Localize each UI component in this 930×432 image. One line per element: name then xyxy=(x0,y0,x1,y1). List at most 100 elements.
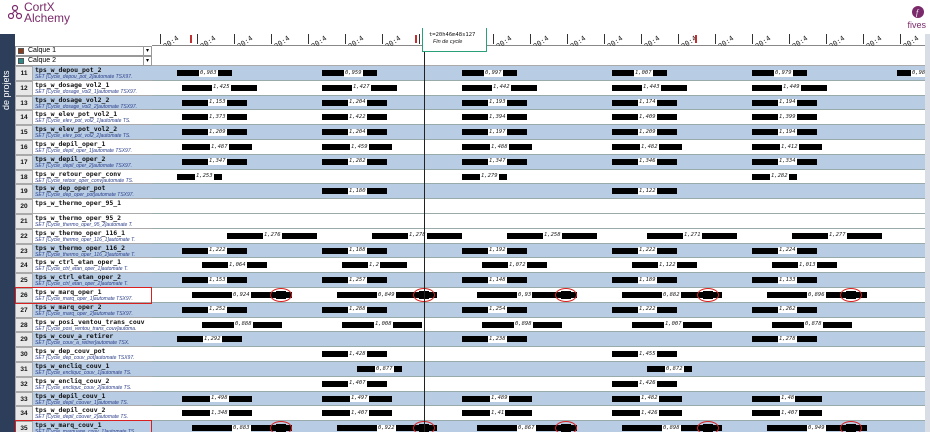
row-title: tps_w_depil_oper_2 xyxy=(35,154,106,163)
signal-row[interactable]: 32 tps_w_encliq_couv_2 SET [Cycle_encliquc… xyxy=(15,376,925,392)
signal-row[interactable]: 22 tps_w_thermo_oper_116_1 SET [Cycle_ther… xyxy=(15,228,925,244)
row-label[interactable]: tps_w_depou_pot_2 SET [Cycle_depou_pot_2]… xyxy=(33,66,152,81)
row-track[interactable] xyxy=(152,199,925,214)
row-subtitle: SET [Cycle_couv_a_retirer]automate TSX. xyxy=(35,340,130,347)
row-track[interactable]: 0,888 1,008 0,898 1,007 0,878 xyxy=(152,317,925,333)
signal-row[interactable]: 12 tps_w_dosage_vol2_1 SET [Cycle_dosage_v… xyxy=(15,80,925,96)
signal-row[interactable]: 13 tps_w_dosage_vol2_2 SET [Cycle_dosage_v… xyxy=(15,95,925,111)
row-label[interactable]: tps_w_encliq_couv_2 SET [Cycle_encliquc_c… xyxy=(33,376,152,392)
chevron-down-icon[interactable]: ▾ xyxy=(143,57,151,65)
row-track[interactable]: 0,877 0,872 xyxy=(152,362,925,377)
row-label[interactable]: tps_w_dep_couv_pot SET [Cycle_dep_couv_po… xyxy=(33,347,152,362)
row-track[interactable]: 0,983 0,959 0,997 1,007 0,979 0,981 xyxy=(152,66,930,81)
cycle-value-label: 0,898 xyxy=(514,321,533,329)
ruler-tick xyxy=(382,34,383,44)
row-track[interactable]: 1,498 1,497 1,489 1,482 1,48 xyxy=(152,391,925,407)
row-title: tps_w_dep_oper_pot xyxy=(35,184,106,193)
row-label[interactable]: tps_w_ctrl_etan_oper_2 SET [Cycle_ctrl_et… xyxy=(33,273,152,288)
row-label[interactable]: tps_w_ctrl_etan_oper_1 SET [Cycle_ctrl_et… xyxy=(33,258,152,274)
cycle-value-label: 1,442 xyxy=(492,84,511,92)
signal-row[interactable]: 17 tps_w_depil_oper_2 SET [Cycle_depil_ope… xyxy=(15,154,925,170)
signal-row[interactable]: 25 tps_w_ctrl_etan_oper_2 SET [Cycle_ctrl_… xyxy=(15,273,925,288)
row-label[interactable]: tps_w_thermo_oper_116_1 SET [Cycle_thermo… xyxy=(33,228,152,244)
row-label[interactable]: tps_w_dosage_vol2_2 SET [Cycle_dosage_vol… xyxy=(33,95,152,111)
signal-row[interactable]: 16 tps_w_depil_oper_1 SET [Cycle_depil_ope… xyxy=(15,140,925,155)
signal-row[interactable]: 14 tps_w_elev_pot_vol2_1 SET [Cycle_elev_p… xyxy=(15,110,925,126)
signal-row[interactable]: 20 tps_w_thermo_oper_95_1 xyxy=(15,199,925,214)
cycle-value-label: 0,979 xyxy=(774,69,793,77)
cursor-line[interactable] xyxy=(424,34,425,432)
row-track[interactable]: 1,425 1,427 1,442 1,443 1,449 xyxy=(152,80,925,96)
signal-row[interactable]: 33 tps_w_depil_couv_1 SET [Cycle_depil_cou… xyxy=(15,391,925,407)
cycle-value-label: 1,443 xyxy=(642,84,661,92)
row-track[interactable]: 1,180 1,122 xyxy=(152,184,925,200)
layer-row-2[interactable]: Calque 2 ▾ xyxy=(15,56,152,66)
cycle-value-label: 1,222 xyxy=(638,306,657,314)
signal-row[interactable]: 11 tps_w_depou_pot_2 SET [Cycle_depou_pot_… xyxy=(15,66,930,81)
row-label[interactable]: tps_w_couv_a_retirer SET [Cycle_couv_a_re… xyxy=(33,332,152,348)
chevron-down-icon[interactable]: ▾ xyxy=(143,47,151,55)
signal-row[interactable]: 24 tps_w_ctrl_etan_oper_1 SET [Cycle_ctrl_… xyxy=(15,258,925,274)
row-track[interactable]: 1,064 1,2 1,072 1,122 1,013 xyxy=(152,258,925,274)
signal-row[interactable]: 15 tps_w_elev_pot_vol2_2 SET [Cycle_elev_p… xyxy=(15,125,925,140)
row-track[interactable] xyxy=(152,214,925,229)
signal-row[interactable]: 30 tps_w_dep_couv_pot SET [Cycle_dep_couv_… xyxy=(15,347,925,362)
row-label[interactable]: tps_w_depil_couv_2 SET [Cycle_depil_couve… xyxy=(33,406,152,422)
row-track[interactable]: 1,487 1,459 1,488 1,482 1,412 xyxy=(152,140,925,155)
row-track[interactable]: 1,153 1,257 1,148 1,189 1,133 xyxy=(152,273,925,288)
row-number: 14 xyxy=(15,110,33,126)
row-label[interactable]: tps_w_marq_oper_1 SET [Cycle_marq_oper_1]… xyxy=(33,288,152,303)
row-track[interactable]: 1,222 1,188 1,192 1,222 1,224 xyxy=(152,243,925,259)
row-label[interactable]: tps_w_depil_couv_1 SET [Cycle_depil_couve… xyxy=(33,391,152,407)
row-label[interactable]: tps_w_elev_pot_vol2_2 SET [Cycle_elev_pot… xyxy=(33,125,152,140)
row-label[interactable]: tps_w_elev_pot_vol2_1 SET [Cycle_elev_pot… xyxy=(33,110,152,126)
row-label[interactable]: tps_w_marq_oper_2 SET [Cycle_marq_oper_2]… xyxy=(33,302,152,318)
signal-row[interactable]: 23 tps_w_thermo_oper_116_2 SET [Cycle_ther… xyxy=(15,243,925,259)
signal-row[interactable]: 34 tps_w_depil_couv_2 SET [Cycle_depil_cou… xyxy=(15,406,925,422)
signal-row[interactable]: 29 tps_w_couv_a_retirer SET [Cycle_couv_a_… xyxy=(15,332,925,348)
row-track[interactable]: 1,407 1,426 xyxy=(152,376,925,392)
row-number: 15 xyxy=(15,125,33,140)
cycle-value-label: 0,898 xyxy=(662,424,681,432)
row-track[interactable]: 1,292 1,238 1,278 xyxy=(152,332,925,348)
signal-row[interactable]: 26 tps_w_marq_oper_1 SET [Cycle_marq_oper_… xyxy=(15,288,925,303)
row-track[interactable]: 0,883 0,922 0,867 0,898 0,949 xyxy=(152,421,925,432)
row-label[interactable]: tps_w_depil_oper_1 SET [Cycle_depil_oper_… xyxy=(33,140,152,155)
row-label[interactable]: tps_w_dep_oper_pot SET [Cycle_dep_oper_po… xyxy=(33,184,152,200)
cycle-value-label: 1,489 xyxy=(490,395,509,403)
annotation-circle xyxy=(555,288,577,302)
row-track[interactable]: 1,348 1,407 1,41 1,426 1,407 xyxy=(152,406,925,422)
row-label[interactable]: tps_w_thermo_oper_95_2 SET [Cycle_thermo_… xyxy=(33,214,152,229)
signal-row[interactable]: 28 tps_w_posi_ventou_trans_couv SET [Cycle… xyxy=(15,317,925,333)
row-track[interactable]: 1,153 1,204 1,193 1,174 1,194 xyxy=(152,95,925,111)
vertical-scrollbar[interactable] xyxy=(925,34,930,432)
signal-row[interactable]: 18 tps_w_retour_oper_conv SET [Cycle_retou… xyxy=(15,169,925,185)
row-track[interactable]: 1,347 1,282 1,347 1,346 1,334 xyxy=(152,154,925,170)
row-label[interactable]: tps_w_dosage_vol2_1 SET [Cycle_dosage_vol… xyxy=(33,80,152,96)
row-track[interactable]: 1,428 1,455 xyxy=(152,347,925,362)
row-track[interactable]: 1,276 1,278 1,258 1,271 1,277 xyxy=(152,228,925,244)
signal-row[interactable]: 31 tps_w_encliq_couv_1 SET [Cycle_encliquc… xyxy=(15,362,925,377)
row-label[interactable]: tps_w_posi_ventou_trans_couv SET [Cycle_p… xyxy=(33,317,152,333)
row-track[interactable]: 0,924 0,849 0,93 0,882 0,896 xyxy=(152,288,925,303)
signal-row[interactable]: 21 tps_w_thermo_oper_95_2 SET [Cycle_therm… xyxy=(15,214,925,229)
row-track[interactable]: 1,252 1,288 1,254 1,222 1,262 xyxy=(152,302,925,318)
signal-row[interactable]: 27 tps_w_marq_oper_2 SET [Cycle_marq_oper_… xyxy=(15,302,925,318)
project-side-tab[interactable]: de projets xyxy=(0,34,15,432)
row-title: tps_w_ctrl_etan_oper_1 xyxy=(35,258,122,267)
row-label[interactable]: tps_w_retour_oper_conv SET [Cycle_retour_… xyxy=(33,169,152,185)
row-label[interactable]: tps_w_thermo_oper_95_1 xyxy=(33,199,152,214)
row-label[interactable]: tps_w_encliq_couv_1 SET [Cycle_encliquc_c… xyxy=(33,362,152,377)
row-track[interactable]: 1,253 1,279 1,282 xyxy=(152,169,925,185)
row-track[interactable]: 1,209 1,204 1,197 1,209 1,194 xyxy=(152,125,925,140)
row-subtitle: SET [Cycle_depil_couver_2]automate TS. xyxy=(35,414,129,421)
time-ruler[interactable]: 20:4 20:4 20:4 20:4 20:4 20:4 20:4 20:4 20:4 20:4… xyxy=(152,34,925,51)
row-track[interactable]: 1,373 1,422 1,394 1,409 1,399 xyxy=(152,110,925,126)
row-label[interactable]: tps_w_thermo_oper_116_2 SET [Cycle_thermo… xyxy=(33,243,152,259)
cycle-value-label: 1,204 xyxy=(348,128,367,136)
layer-row-1[interactable]: Calque 1 ▾ xyxy=(15,46,152,56)
row-label[interactable]: tps_w_depil_oper_2 SET [Cycle_depil_oper_… xyxy=(33,154,152,170)
signal-row[interactable]: 19 tps_w_dep_oper_pot SET [Cycle_dep_oper_… xyxy=(15,184,925,200)
